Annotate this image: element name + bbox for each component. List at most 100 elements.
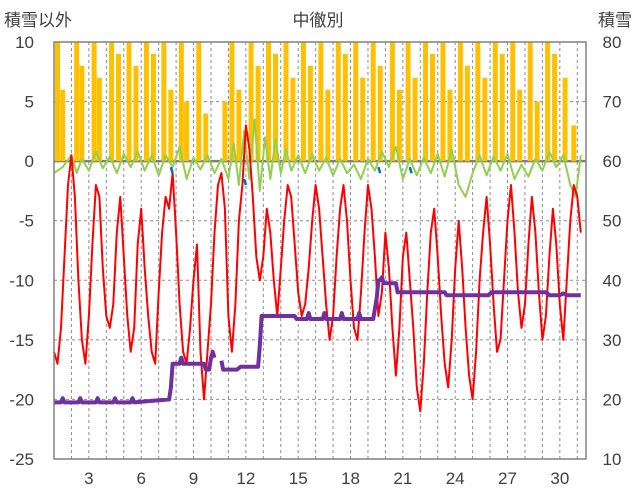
left-tick-label: -5 (19, 212, 34, 231)
precip-bar (255, 65, 261, 162)
accent-mark (242, 178, 248, 186)
x-tick-label: 21 (393, 469, 412, 488)
x-tick-label: 9 (189, 469, 198, 488)
precip-bar (423, 42, 429, 162)
precip-bar (492, 42, 498, 162)
right-tick-label: 70 (603, 93, 622, 112)
precip-bar (440, 42, 446, 162)
precip-bar (499, 53, 505, 162)
precip-bar (143, 42, 149, 162)
precip-bar (405, 42, 411, 162)
precip-bar (203, 113, 209, 162)
left-tick-label: 10 (15, 33, 34, 52)
precip-bar (389, 42, 395, 162)
left-tick-label: -10 (9, 271, 34, 290)
precip-bar (318, 42, 324, 162)
precip-bar (290, 77, 296, 162)
precip-bar (370, 42, 376, 162)
precip-bar (430, 53, 436, 162)
chart-title: 中徹別 (293, 11, 344, 31)
x-tick-label: 6 (136, 469, 145, 488)
precip-bar (60, 89, 66, 162)
precip-bar (161, 42, 167, 162)
precip-bar (266, 42, 272, 162)
x-tick-label: 24 (446, 469, 465, 488)
precip-bar (475, 42, 481, 162)
right-tick-label: 40 (603, 271, 622, 290)
precip-bar (457, 42, 463, 162)
precip-bar (325, 89, 331, 162)
precip-bar (377, 65, 383, 162)
precip-bar (248, 42, 254, 162)
precip-bar (79, 65, 85, 162)
plot-border (53, 41, 587, 460)
precip-bar (396, 89, 402, 162)
precip-bar (74, 42, 80, 162)
precip-bar (571, 125, 577, 162)
precip-bar (222, 101, 228, 162)
x-tick-label: 27 (498, 469, 517, 488)
precip-bar (273, 53, 279, 162)
right-tick-label: 30 (603, 331, 622, 350)
x-tick-label: 30 (550, 469, 569, 488)
precip-bar (109, 42, 115, 162)
precip-bar (517, 89, 523, 162)
right-tick-label: 60 (603, 152, 622, 171)
precip-bar (412, 77, 418, 162)
precip-bar (534, 101, 540, 162)
precip-bar (300, 42, 306, 162)
precip-bar (91, 42, 97, 162)
x-tick-label: 12 (236, 469, 255, 488)
precip-bar (562, 77, 568, 162)
precip-bar (360, 77, 366, 162)
precip-bar (527, 42, 533, 162)
left-tick-label: 5 (25, 93, 34, 112)
left-axis-title: 積雪以外 (4, 11, 72, 31)
left-tick-label: -25 (9, 450, 34, 469)
precip-bar (283, 42, 289, 162)
x-tick-label: 15 (289, 469, 308, 488)
wind-series (53, 118, 582, 198)
precip-bar (229, 42, 235, 162)
precip-bar (133, 65, 139, 162)
left-tick-label: 0 (25, 152, 34, 171)
right-tick-label: 80 (603, 33, 622, 52)
precip-bar (196, 42, 202, 162)
x-tick-label: 18 (341, 469, 360, 488)
right-axis-ticks: 80 70 60 50 40 30 20 10 (603, 33, 622, 469)
left-tick-label: -15 (9, 331, 34, 350)
snow-depth-series (54, 275, 581, 405)
precip-bar (178, 42, 184, 162)
precip-bar (126, 42, 132, 162)
precip-bar (96, 77, 102, 162)
precip-bar (545, 42, 551, 162)
precip-bar (353, 42, 359, 162)
right-tick-label: 10 (603, 450, 622, 469)
accent-mark (377, 166, 382, 174)
x-axis-ticks: 3 6 9 12 15 18 21 24 27 30 (84, 469, 569, 488)
precip-bar (184, 101, 190, 162)
precip-bar (342, 53, 348, 162)
left-tick-label: -20 (9, 390, 34, 409)
right-axis-title: 積雪 (598, 11, 632, 31)
precip-bar (54, 42, 60, 162)
precip-bar (116, 53, 122, 162)
precipitation-bars (54, 42, 577, 162)
precip-bar (335, 42, 341, 162)
snow-depth-line (219, 275, 581, 372)
right-tick-label: 20 (603, 390, 622, 409)
precip-bar (464, 65, 470, 162)
precip-bar (447, 89, 453, 162)
precip-bar (307, 65, 313, 162)
precip-bar (482, 77, 488, 162)
snow-depth-line (54, 349, 217, 405)
right-tick-label: 50 (603, 212, 622, 231)
accent-mark (408, 166, 413, 174)
wind-line (53, 118, 582, 198)
x-tick-label: 3 (84, 469, 93, 488)
precip-bar (552, 53, 558, 162)
accent-marks (169, 166, 413, 186)
plot-frame (53, 41, 587, 460)
left-axis-ticks: 10 5 0 -5 -10 -15 -20 -25 (9, 33, 34, 469)
precip-bar (236, 89, 242, 162)
